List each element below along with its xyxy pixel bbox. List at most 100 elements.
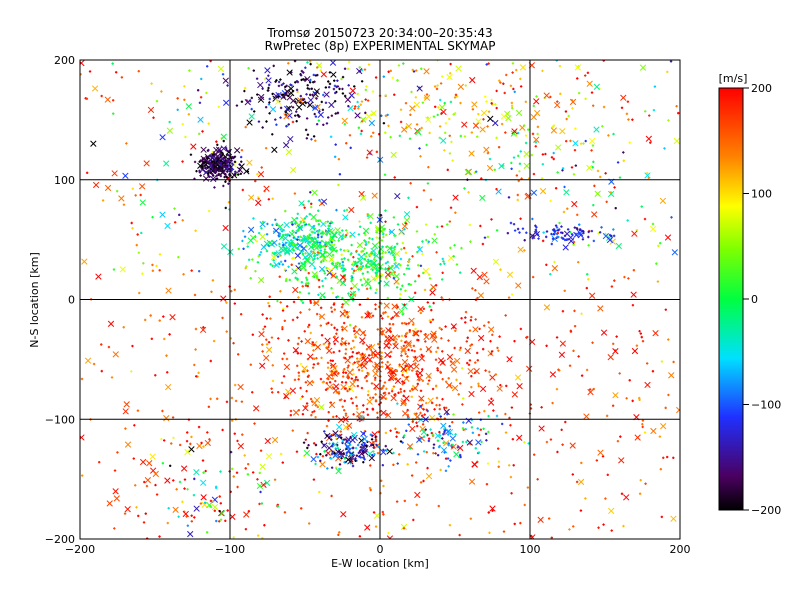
scatter-point <box>310 455 317 463</box>
scatter-point <box>380 409 387 417</box>
scatter-point <box>346 389 349 393</box>
scatter-point <box>453 244 456 247</box>
scatter-point <box>333 335 336 338</box>
scatter-point <box>607 134 610 137</box>
colorbar-tick-label: −100 <box>751 399 781 412</box>
scatter-point <box>394 377 402 385</box>
scatter-point <box>433 408 436 411</box>
scatter-point <box>313 301 316 305</box>
scatter-point <box>464 37 470 43</box>
scatter-point <box>628 379 631 382</box>
scatter-point <box>487 110 491 113</box>
scatter-point <box>305 137 309 140</box>
scatter-point <box>235 104 239 107</box>
scatter-point <box>212 160 219 167</box>
scatter-point <box>443 429 447 432</box>
scatter-point <box>406 355 409 358</box>
scatter-point <box>483 278 490 285</box>
scatter-point <box>278 242 281 246</box>
scatter-point <box>393 256 396 259</box>
scatter-point <box>410 474 414 477</box>
scatter-point <box>337 158 341 161</box>
scatter-point <box>352 269 356 272</box>
scatter-point <box>555 226 559 229</box>
scatter-point <box>260 243 267 251</box>
scatter-point <box>584 74 587 77</box>
scatter-point <box>360 386 364 390</box>
scatter-point <box>645 135 653 142</box>
scatter-point <box>405 340 412 347</box>
scatter-point <box>552 228 555 231</box>
scatter-point <box>573 226 576 229</box>
scatter-point <box>183 98 186 101</box>
scatter-point <box>516 383 523 390</box>
scatter-point <box>297 336 301 340</box>
scatter-point <box>591 211 598 218</box>
scatter-point <box>297 229 300 232</box>
scatter-point <box>506 231 510 235</box>
scatter-point <box>383 302 390 309</box>
scatter-point <box>326 220 329 223</box>
scatter-point <box>640 335 643 339</box>
y-axis-label: N-S location [km] <box>28 252 41 348</box>
scatter-point <box>411 255 414 258</box>
scatter-point <box>307 223 311 226</box>
scatter-point <box>340 337 344 340</box>
scatter-point <box>149 314 152 317</box>
scatter-point <box>330 242 334 246</box>
scatter-point <box>397 64 401 67</box>
scatter-point <box>534 224 537 227</box>
scatter-point <box>385 387 388 390</box>
scatter-point <box>312 56 314 58</box>
scatter-point <box>612 132 615 136</box>
scatter-point <box>380 357 383 360</box>
scatter-point <box>292 300 296 304</box>
scatter-point <box>580 374 584 377</box>
scatter-point <box>570 166 574 169</box>
scatter-point <box>437 445 441 449</box>
scatter-point <box>343 67 347 70</box>
scatter-point <box>354 396 358 399</box>
scatter-point <box>341 229 344 232</box>
scatter-point <box>364 111 367 115</box>
scatter-point <box>92 362 96 366</box>
scatter-point <box>286 69 293 76</box>
scatter-point <box>427 439 431 443</box>
scatter-point <box>343 409 346 412</box>
scatter-point <box>267 86 270 90</box>
scatter-point <box>313 241 316 244</box>
scatter-point <box>380 239 384 242</box>
scatter-point <box>385 449 388 452</box>
scatter-point <box>406 443 414 450</box>
scatter-point <box>235 471 239 474</box>
x-tick-label: −100 <box>215 543 245 556</box>
scatter-point <box>333 155 337 158</box>
scatter-point <box>307 282 310 285</box>
scatter-point <box>351 447 355 450</box>
scatter-point <box>588 388 592 391</box>
scatter-point <box>184 542 186 544</box>
scatter-point <box>404 101 408 105</box>
scatter-point <box>281 243 285 247</box>
y-tick-label: −200 <box>45 533 75 546</box>
scatter-point <box>673 137 680 145</box>
scatter-point <box>359 262 363 265</box>
scatter-point <box>438 412 441 416</box>
scatter-point <box>138 291 141 295</box>
scatter-point <box>282 235 289 242</box>
scatter-point <box>356 443 360 447</box>
scatter-point <box>342 424 350 431</box>
scatter-point <box>614 206 617 210</box>
scatter-point <box>450 366 458 373</box>
scatter-point <box>509 475 513 479</box>
scatter-point <box>446 73 453 81</box>
scatter-point <box>183 85 186 88</box>
scatter-point <box>278 234 286 241</box>
scatter-point <box>316 66 319 69</box>
scatter-point <box>208 438 211 441</box>
scatter-point <box>493 168 496 171</box>
scatter-point <box>403 434 406 437</box>
scatter-point <box>305 117 309 120</box>
scatter-point <box>399 440 403 443</box>
